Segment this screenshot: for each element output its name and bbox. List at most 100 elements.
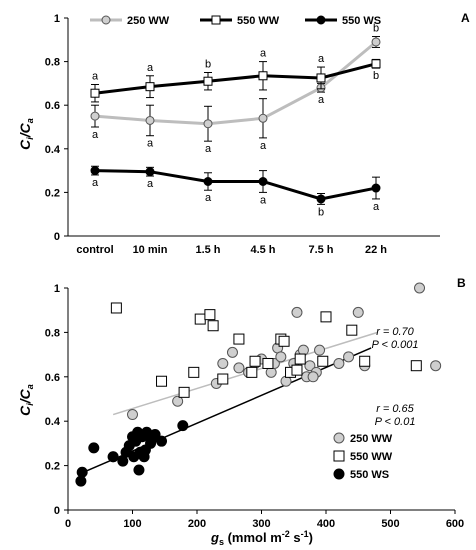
panel-b-point — [133, 464, 145, 476]
panel-a-legend-marker — [101, 15, 111, 25]
panel-b-y-tick-label: 0.2 — [45, 461, 60, 473]
panel-a-significance-label: b — [373, 70, 379, 82]
panel-b-y-label: Ci/Ca — [17, 384, 35, 416]
panel-a-series-2: a a a a b a — [90, 165, 381, 218]
panel-a-y-tick-label: 0.6 — [45, 100, 60, 112]
panel-b-point — [262, 357, 274, 369]
panel-b-legend-marker — [333, 450, 345, 462]
panel-b-y-tick-label: 0.6 — [45, 372, 60, 384]
panel-a-significance-label: a — [260, 140, 267, 152]
panel-a-significance-label: a — [260, 194, 267, 206]
panel-a-legend-marker — [316, 15, 326, 25]
panel-b-point — [414, 282, 426, 294]
panel-a-point — [145, 167, 155, 177]
panel-b-x-tick-label: 0 — [65, 518, 71, 530]
panel-b-r-value: r = 0.65 — [376, 403, 414, 415]
panel-a-significance-label: a — [147, 138, 154, 150]
panel-b-x-ticks: 0 100 200 300 400 500 600 — [65, 510, 464, 530]
panel-a-significance-label: a — [92, 177, 99, 189]
panel-b-point — [320, 311, 332, 323]
panel-b-point — [278, 335, 290, 347]
panel-b-point — [188, 366, 200, 378]
panel-a-significance-label: a — [205, 143, 212, 155]
panel-b-point — [346, 324, 358, 336]
panel-b-x-tick-label: 600 — [446, 518, 464, 530]
panel-a-x-tick-label: 10 min — [133, 244, 168, 256]
panel-b-point — [110, 302, 122, 314]
panel-b-x-tick-label: 300 — [252, 518, 270, 530]
panel-a-y-label: Ci/Ca — [17, 118, 35, 150]
panel-b-points — [75, 282, 442, 487]
panel-b-point — [317, 355, 329, 367]
panel-a-legend-label: 550 WS — [342, 15, 381, 27]
panel-a-x-tick-label: 4.5 h — [250, 244, 275, 256]
panel-a-significance-label: a — [318, 53, 325, 65]
panel-b-point — [307, 371, 319, 383]
panel-a-x-ticks: control 10 min 1.5 h 4.5 h 7.5 h 22 h — [76, 244, 387, 256]
panel-b-y-ticks: 0 0.2 0.4 0.6 0.8 1 — [45, 283, 68, 517]
panel-a-point — [258, 177, 268, 186]
panel-a-significance-label: b — [318, 206, 324, 218]
panel-a-y-ticks: 0 0.2 0.4 0.6 0.8 1 — [45, 13, 68, 243]
panel-b-r-value: r = 0.70 — [376, 326, 414, 338]
panel-b-point — [75, 475, 87, 487]
panel-b-legend-marker — [333, 468, 345, 480]
panel-a-significance-label: a — [260, 48, 267, 60]
panel-a-significance-label: a — [147, 62, 154, 74]
panel-b-series-1 — [110, 302, 422, 398]
panel-a-series-1: a a b a a b — [90, 48, 381, 103]
panel-b-point — [177, 420, 189, 432]
panel-a-point — [145, 115, 155, 125]
panel-a-point — [258, 71, 268, 81]
panel-a-point — [316, 194, 326, 204]
panel-b-stats: r = 0.70P < 0.001 r = 0.65P < 0.01 — [372, 326, 419, 428]
panel-a-y-tick-label: 0.2 — [45, 187, 60, 199]
panel-b-point — [127, 409, 138, 421]
panel-a-legend: 250 WW 550 WW 550 WS — [90, 15, 381, 27]
panel-a-y-tick-label: 1 — [54, 13, 60, 25]
panel-a-significance-label: a — [92, 70, 99, 82]
panel-b-point — [410, 360, 422, 372]
panel-b-legend-label: 250 WW — [350, 433, 393, 445]
panel-b-x-tick-label: 500 — [381, 518, 399, 530]
panel-b-point — [217, 373, 229, 385]
panel-a-significance-label: b — [373, 23, 379, 35]
panel-a-significance-label: a — [147, 178, 154, 190]
panel-b-x-tick-label: 100 — [123, 518, 141, 530]
panel-b-point — [294, 353, 306, 365]
panel-b-point — [149, 429, 161, 441]
panel-b-point — [226, 346, 238, 358]
panel-a-point — [203, 119, 213, 129]
panel-b-x-label: gs (mmol m-2 s-1) — [210, 529, 313, 547]
panel-b-point — [207, 320, 219, 332]
panel-a-point — [371, 59, 381, 69]
panel-a-y-tick-label: 0 — [54, 231, 60, 243]
panel-b-point — [233, 333, 245, 345]
panel-b-point — [88, 442, 100, 454]
panel-a-significance-label: a — [92, 129, 99, 141]
panel-a-x-tick-label: 7.5 h — [308, 244, 333, 256]
panel-a-y-tick-label: 0.8 — [45, 57, 60, 69]
panel-a-label: A — [461, 11, 470, 25]
panel-a-point — [258, 113, 268, 123]
panel-b-legend-label: 550 WW — [350, 451, 393, 463]
panel-b-point — [107, 451, 119, 463]
panel-b-y-tick-label: 0.8 — [45, 327, 60, 339]
panel-a-series-0: a a a a a b — [90, 23, 381, 155]
panel-a-point — [203, 177, 213, 186]
panel-b-point — [172, 395, 184, 407]
panel-a-x-tick-label: 22 h — [365, 244, 387, 256]
panel-b-point — [246, 366, 258, 378]
panel-b-label: B — [457, 276, 466, 290]
panel-b-point — [156, 375, 168, 387]
panel-a-point — [90, 166, 100, 176]
panel-b-legend-marker — [333, 432, 345, 444]
panel-a-series: a a a a a b a a b a a b a a a a b a — [90, 23, 381, 218]
panel-b-y-tick-label: 0.4 — [45, 416, 61, 428]
panel-a-legend-marker — [211, 15, 221, 25]
panel-a-point — [371, 183, 381, 193]
panel-a-point — [90, 111, 100, 121]
panel-a-series-line — [94, 40, 377, 126]
panel-b-p-value: P < 0.001 — [372, 339, 419, 351]
